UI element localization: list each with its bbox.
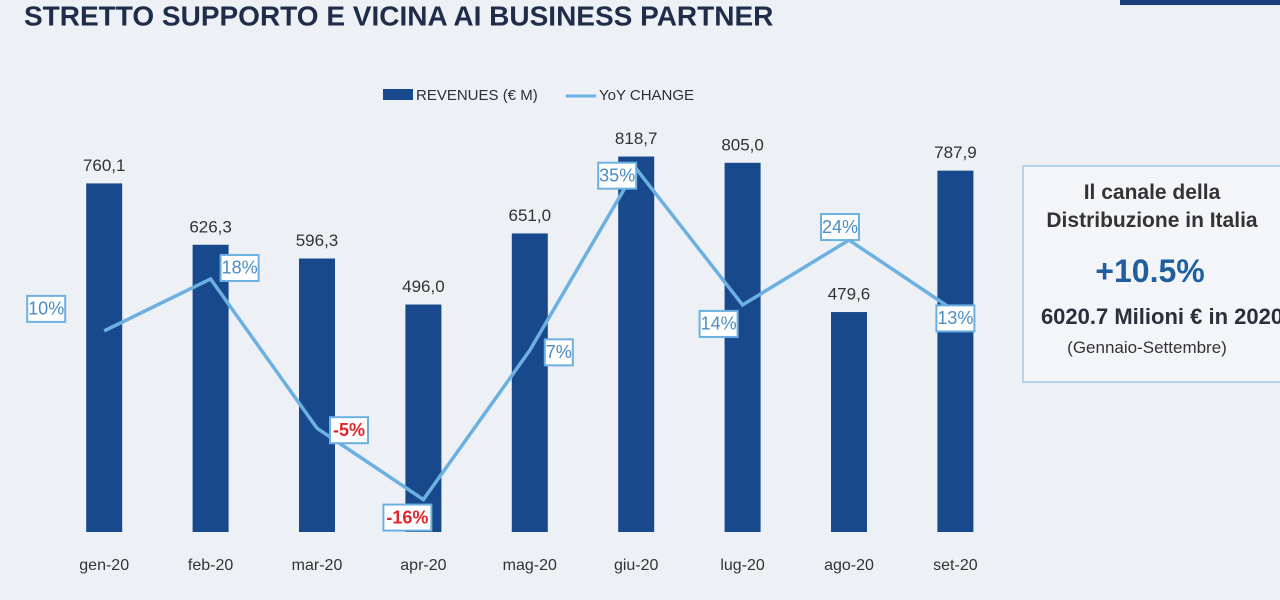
x-tick-label: set-20 [933, 557, 978, 574]
yoy-label-box [543, 338, 574, 367]
bar-value-label: 651,0 [509, 206, 552, 225]
summary-period: (Gennaio-Settembre) [1067, 338, 1227, 357]
yoy-label-box [329, 416, 369, 445]
yoy-label: -16% [386, 507, 428, 527]
yoy-label-box [219, 253, 260, 282]
yoy-label: 7% [546, 342, 572, 362]
yoy-label: -5% [333, 420, 365, 440]
x-tick-label: ago-20 [824, 557, 874, 574]
legend-swatch [383, 89, 413, 100]
bar-value-label: 479,6 [828, 285, 871, 304]
legend-label: REVENUES (€ M) [416, 87, 538, 104]
yoy-label-box [597, 161, 638, 190]
bar-value-label: 818,7 [615, 129, 658, 148]
bar [86, 183, 123, 533]
legend-label: YoY CHANGE [599, 87, 694, 104]
yoy-label: 18% [222, 258, 258, 278]
yoy-line [103, 165, 957, 502]
legend: REVENUES (€ M) YoY CHANGE [383, 87, 694, 104]
bar [192, 244, 229, 532]
bar [618, 156, 655, 533]
summary-total: 6020.7 Milioni € in 2020 [1040, 304, 1280, 329]
yoy-label-box [935, 304, 976, 333]
summary-growth: +10.5% [1095, 253, 1205, 289]
bar [724, 162, 761, 532]
yoy-label: 10% [28, 299, 64, 319]
bar [299, 258, 335, 532]
x-tick-label: apr-20 [400, 557, 446, 574]
bar-value-label: 596,3 [296, 231, 339, 250]
x-tick-label: feb-20 [188, 557, 233, 574]
top-band [1120, 0, 1280, 5]
summary-heading: Il canale della Distribuzione in Italia [1046, 181, 1258, 232]
bar-value-label: 626,3 [189, 217, 232, 236]
bar-value-label: 760,1 [83, 156, 126, 175]
chart-title: STRETTO SUPPORTO E VICINA AI BUSINESS PA… [24, 0, 773, 31]
bar [831, 312, 867, 532]
x-tick-label: giu-20 [614, 557, 659, 574]
summary-box: Il canale della Distribuzione in Italia … [1022, 165, 1280, 383]
x-tick-label: lug-20 [720, 557, 765, 574]
yoy-label-box [26, 294, 67, 323]
yoy-label: 13% [937, 308, 973, 328]
bar [405, 304, 442, 532]
bar-value-label: 496,0 [402, 277, 445, 296]
yoy-label: 14% [701, 314, 737, 334]
x-tick-label: mag-20 [503, 557, 557, 574]
bar-value-label: 787,9 [934, 143, 977, 162]
yoy-label-box [382, 503, 433, 532]
yoy-label-box [698, 309, 739, 338]
bar-value-label: 805,0 [721, 135, 764, 154]
x-tick-label: mar-20 [292, 557, 343, 574]
yoy-label: 35% [599, 165, 635, 185]
bar [511, 233, 548, 532]
bar [937, 170, 974, 532]
yoy-label: 24% [822, 217, 858, 237]
yoy-label-box [820, 213, 860, 242]
x-tick-label: gen-20 [79, 557, 129, 574]
